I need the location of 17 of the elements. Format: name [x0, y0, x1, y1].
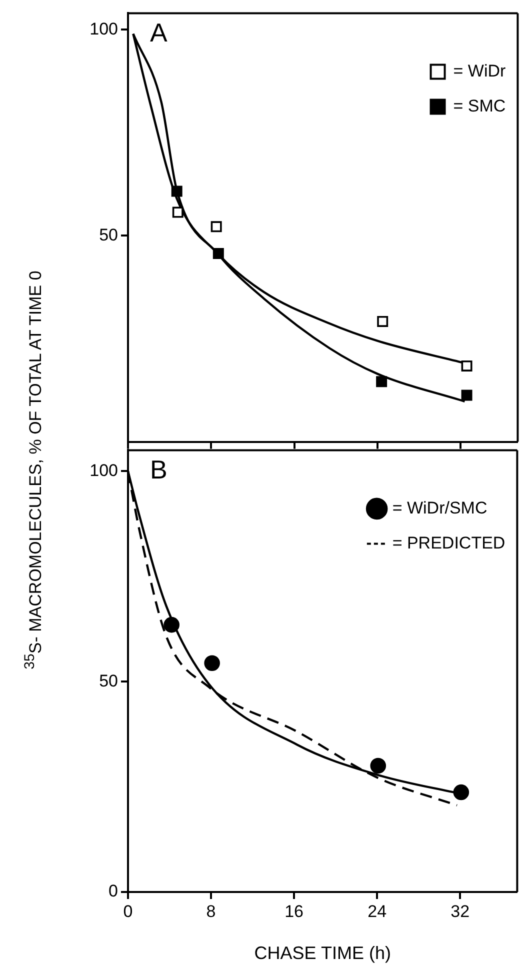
x-tick-label: 24	[368, 902, 387, 921]
x-tick-label: 0	[123, 902, 133, 921]
annotation: B	[150, 454, 168, 484]
y-tick-label: 0	[108, 882, 118, 901]
y-tick-label: 100	[90, 19, 118, 38]
y-tick-label: 50	[99, 671, 118, 690]
x-tick-label: 16	[284, 902, 304, 921]
annotation: A	[150, 17, 168, 48]
x-tick-label: 32	[450, 902, 470, 921]
y-tick-label: 100	[90, 460, 118, 480]
legend-label: = WiDr	[453, 61, 506, 80]
legend-label: = WiDr/SMC	[392, 498, 488, 518]
y-tick-label: 50	[99, 225, 118, 244]
x-axis-title: CHASE TIME (h)	[254, 943, 391, 964]
x-tick-label: 8	[206, 902, 216, 921]
legend-label: = SMC	[453, 96, 506, 116]
legend-label: = PREDICTED	[392, 533, 506, 552]
